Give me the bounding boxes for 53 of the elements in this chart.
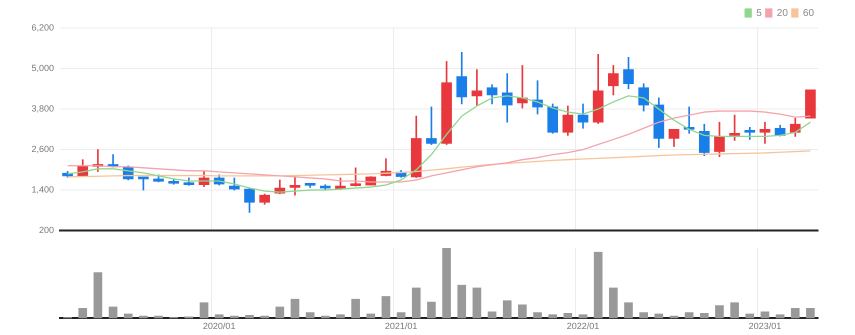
bar	[200, 302, 208, 318]
x-tick-label: 2023/01	[748, 321, 782, 332]
bar	[396, 312, 406, 318]
x-tick-label: 2021/01	[384, 321, 418, 332]
y-tick-label: 5,000	[31, 63, 54, 74]
candlestick	[805, 89, 816, 118]
bar	[336, 314, 345, 318]
bar	[533, 312, 542, 318]
bar	[745, 314, 754, 318]
bar	[245, 315, 254, 318]
bar	[502, 300, 512, 318]
bar	[684, 312, 694, 318]
y-tick-label: 6,200	[31, 22, 54, 32]
bar	[306, 312, 314, 318]
legend-label: 5	[756, 8, 762, 19]
bar	[124, 314, 133, 318]
bar	[290, 298, 300, 318]
bar	[760, 312, 770, 318]
bar	[472, 288, 482, 318]
bar	[275, 306, 284, 318]
bar	[790, 308, 800, 318]
bar	[594, 252, 603, 318]
legend-label: 20	[776, 8, 788, 19]
bar	[427, 302, 436, 318]
y-tick-label: 200	[38, 225, 54, 236]
bar	[730, 302, 739, 318]
bar	[715, 305, 724, 318]
legend-label: 60	[802, 8, 814, 19]
candlestick	[138, 176, 149, 190]
bar	[624, 302, 633, 318]
x-tick-label: 2020/01	[202, 321, 236, 332]
bar	[700, 312, 709, 318]
bar	[564, 312, 572, 318]
bar	[442, 248, 451, 318]
bar	[366, 314, 376, 318]
bar	[609, 288, 618, 318]
bar	[78, 308, 88, 318]
bar	[457, 284, 466, 318]
bar	[806, 308, 815, 318]
bar	[108, 306, 118, 318]
bar	[94, 272, 102, 318]
bar	[412, 288, 421, 318]
bar	[518, 304, 527, 318]
x-tick-label: 2022/01	[566, 321, 600, 332]
bar	[578, 314, 588, 318]
bar	[488, 312, 496, 318]
y-tick-label: 1,400	[31, 184, 54, 195]
bar	[351, 298, 360, 318]
y-tick-label: 2,600	[31, 144, 54, 154]
bar	[382, 296, 390, 318]
y-tick-label: 3,800	[31, 104, 54, 114]
bar	[654, 314, 664, 318]
bar	[639, 312, 648, 318]
